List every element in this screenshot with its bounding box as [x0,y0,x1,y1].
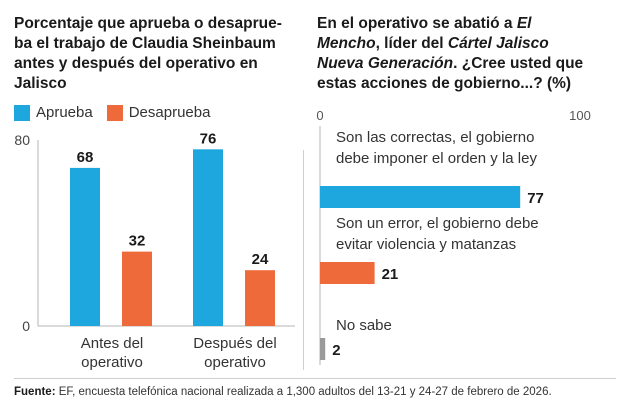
bottom-rule [14,378,616,379]
legend-swatch-desaprueba [106,104,123,121]
left-chart-title: Porcentaje que aprueba o desaprue- ba el… [14,14,306,94]
bar-desaprueba [245,270,275,326]
legend: Aprueba Desaprueba [14,104,224,121]
right-title-segment: Nueva Generación [317,55,454,72]
left-bar-chart: 0 80 68 32 Antes del operativo 76 24 Después del… [14,130,295,371]
left-title-line: ba el trabajo de Claudia Sheinbaum [14,35,276,52]
legend-item-aprueba: Aprueba [14,104,93,121]
data-label: 21 [382,266,399,283]
right-title-segment: . ¿Cree usted que [453,55,584,72]
source-label: Fuente: [14,386,56,398]
left-title-line: Porcentaje que aprueba o desaprue- [14,15,282,32]
x-tick-label: operativo [81,354,143,371]
category-label: Son las correctas, el gobierno [336,129,534,146]
category-label: No sabe [336,317,392,334]
right-title-segment: Cártel Jalisco [447,35,549,52]
bar-aprueba [193,149,223,326]
right-title-segment: En el operativo se abatió a [317,15,517,32]
data-label: 32 [129,233,146,250]
data-label: 68 [77,149,94,166]
bar-desaprueba [122,251,152,326]
legend-label-aprueba: Aprueba [36,104,93,121]
y-tick-label: 0 [22,318,30,334]
right-title-line: estas acciones de gobierno...? (%) [317,74,617,94]
legend-swatch-aprueba [14,104,30,121]
data-label: 76 [200,130,217,147]
category-label: evitar violencia y matanzas [336,236,516,253]
right-title-segment: El [516,15,532,32]
left-title-line: antes y después del operativo en [14,55,258,72]
chart-divider [303,150,304,370]
x-tick-label: 100 [569,108,591,123]
right-title-line: En el operativo se abatió a El [317,14,617,34]
bar [320,338,326,360]
x-tick-label: 0 [316,108,323,123]
category-label: Son un error, el gobierno debe [336,215,539,232]
left-title-line: Jalisco [14,75,67,92]
legend-item-desaprueba: Desaprueba [106,104,211,121]
right-title-segment: , líder del [375,35,448,52]
data-label: 24 [252,251,269,268]
category-label: debe imponer el orden y la ley [336,150,537,167]
x-tick-label: Después del [193,335,276,352]
legend-label-desaprueba: Desaprueba [128,104,211,121]
right-title-line: Mencho, líder del Cártel Jalisco [317,34,617,54]
x-tick-label: operativo [204,354,266,371]
right-bar-chart: 0 100 Son las correctas, el gobierno debe i… [316,108,591,365]
source-text: EF, encuesta telefónica nacional realiza… [55,386,552,398]
source-note: Fuente: EF, encuesta telefónica nacional… [14,386,552,398]
bar [320,186,521,208]
y-tick-label: 80 [14,132,30,148]
bar [320,262,375,284]
x-tick-label: Antes del [81,335,144,352]
data-label: 77 [527,190,544,207]
right-chart-title: En el operativo se abatió a El Mencho, lí… [317,14,617,94]
right-title-segment: estas acciones de gobierno...? (%) [317,75,572,92]
right-title-segment: Mencho [317,35,376,52]
bar-aprueba [70,167,100,326]
data-label: 2 [332,342,340,359]
right-title-line: Nueva Generación. ¿Cree usted que [317,54,617,74]
